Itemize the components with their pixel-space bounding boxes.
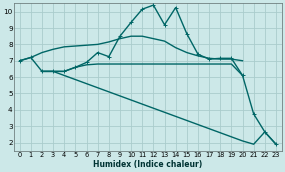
X-axis label: Humidex (Indice chaleur): Humidex (Indice chaleur) (93, 159, 202, 169)
